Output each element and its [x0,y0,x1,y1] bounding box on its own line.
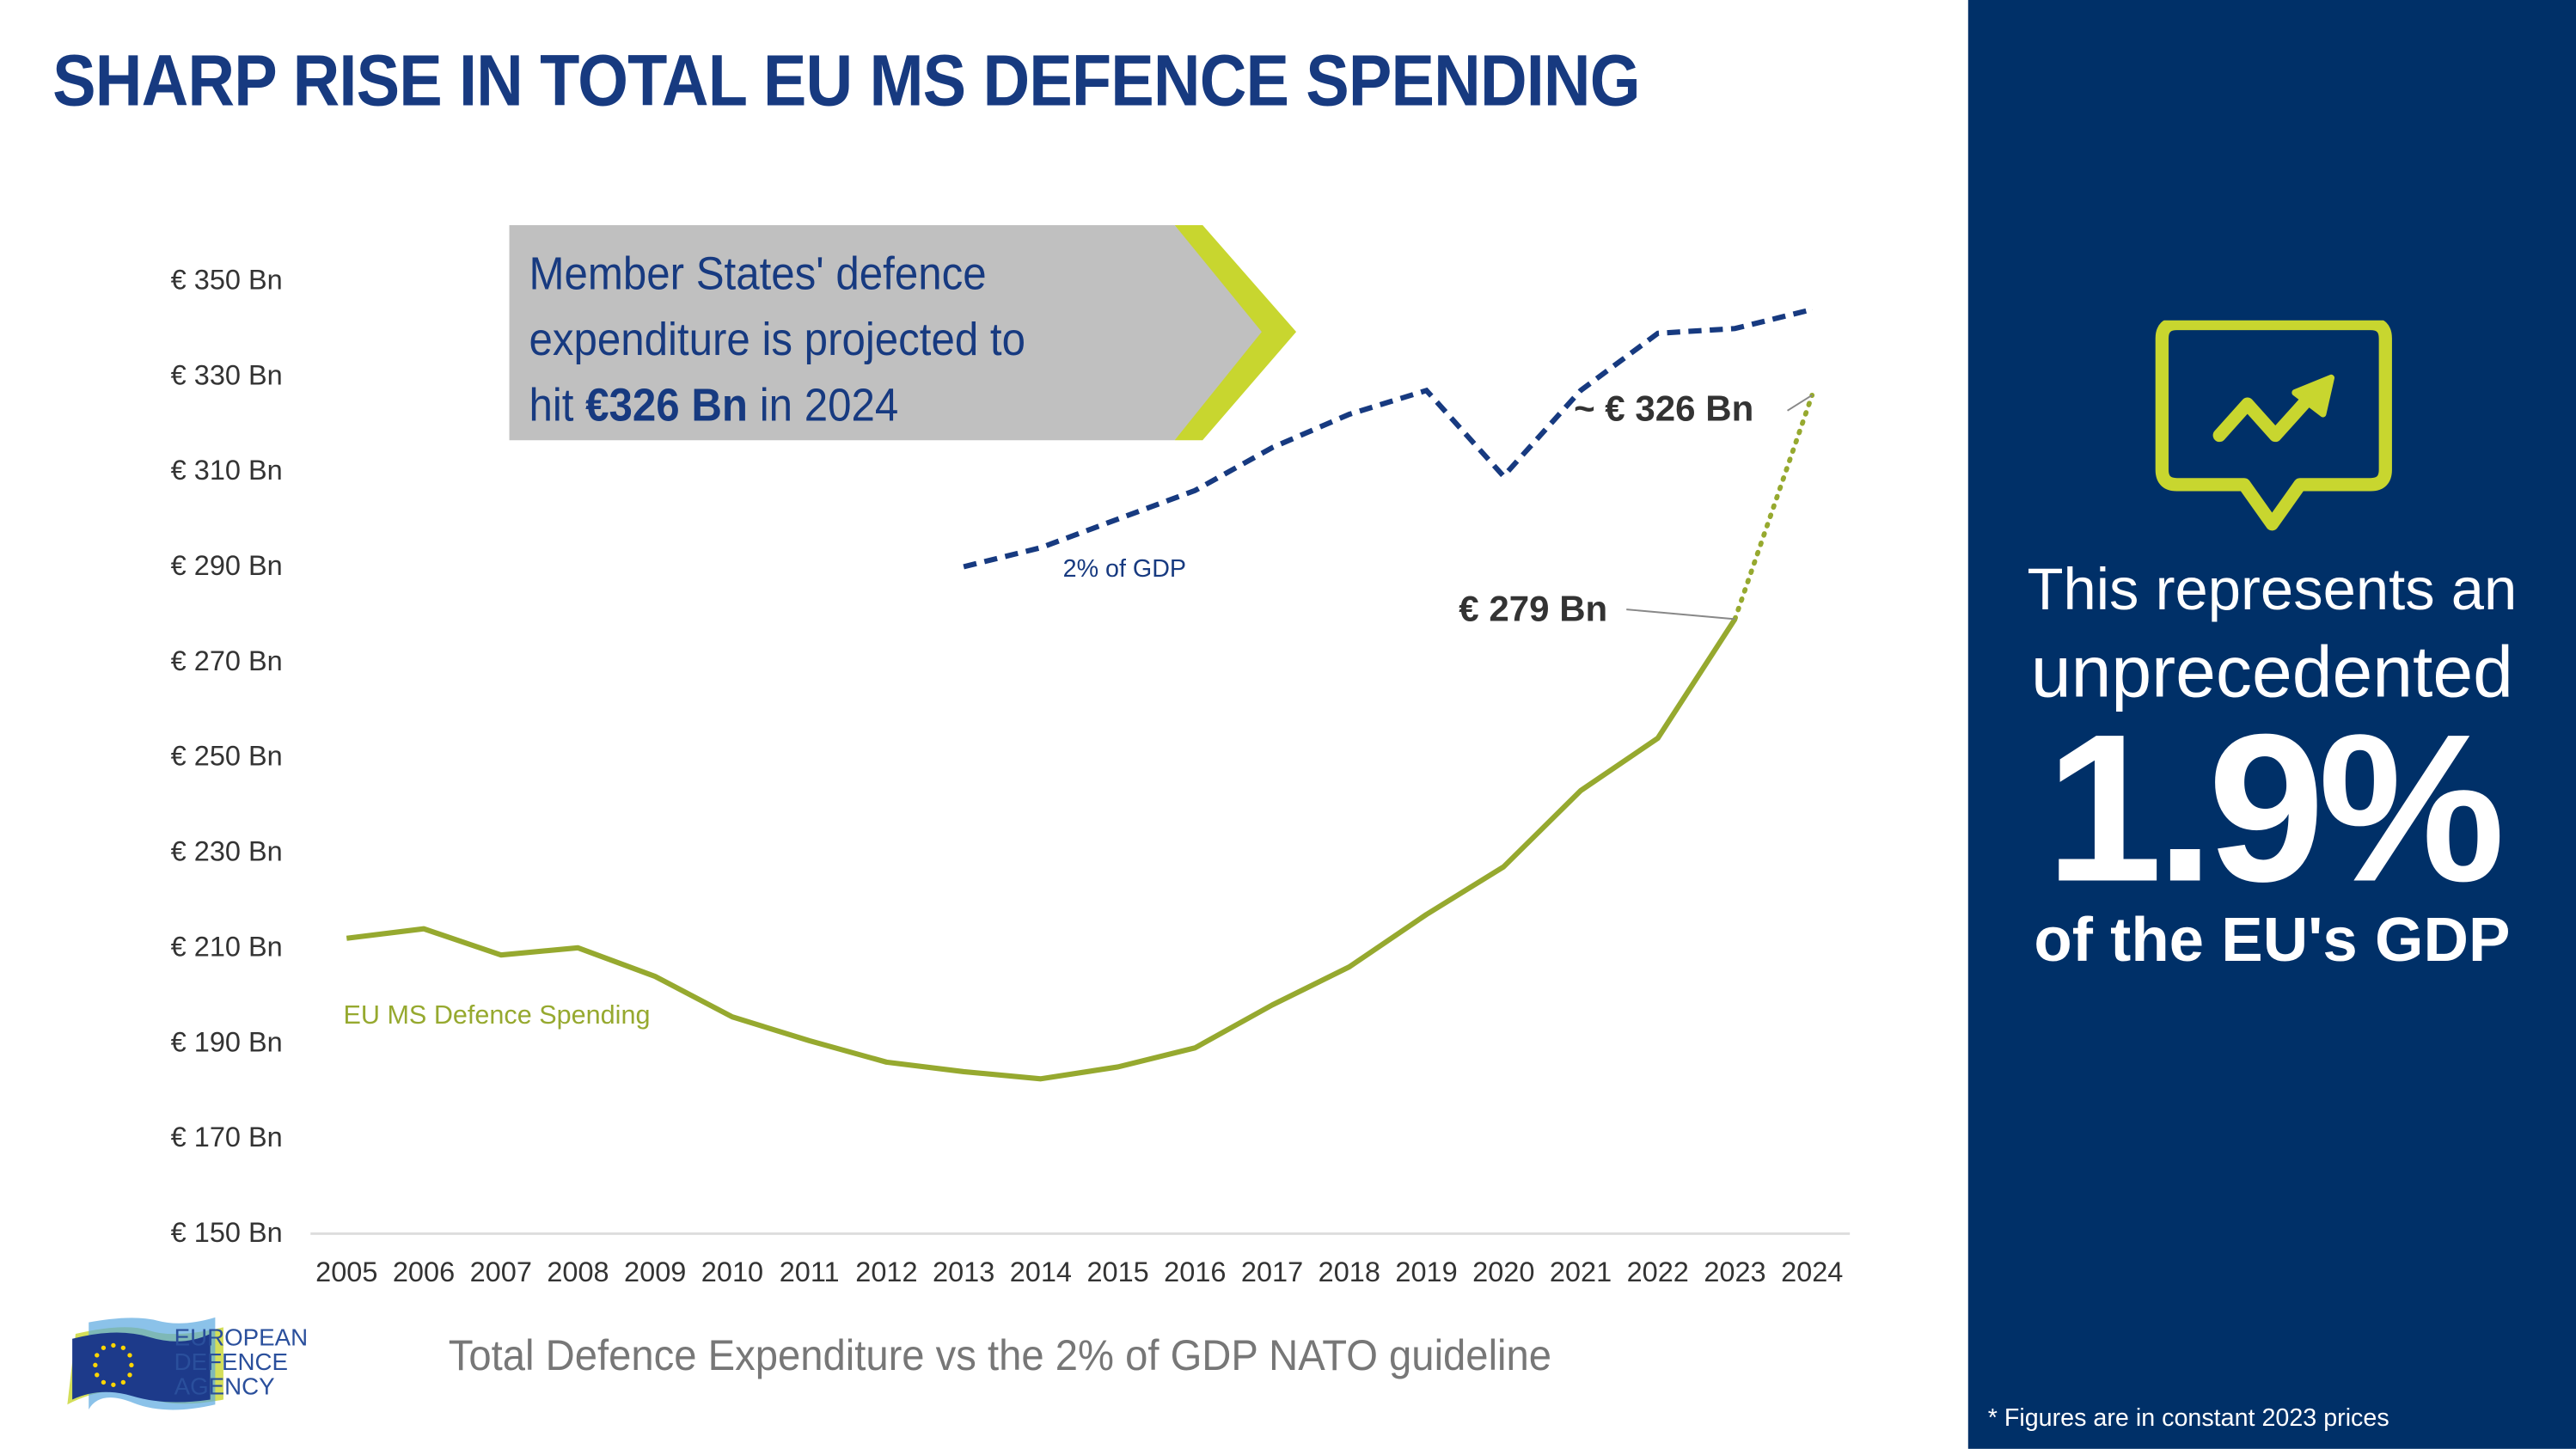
page-title: SHARP RISE IN TOTAL EU MS DEFENCE SPENDI… [52,40,1640,122]
panel-line-1: This represents an [2027,555,2518,623]
y-tick-label: € 270 Bn [170,645,283,677]
x-tick-label: 2010 [701,1256,764,1288]
chart-title: Total Defence Expenditure vs the 2% of G… [448,1330,1552,1380]
x-tick-label: 2022 [1626,1256,1689,1288]
footnote: * Figures are in constant 2023 prices [1987,1404,2389,1433]
x-tick-label: 2007 [469,1256,532,1288]
eda-logo-text: EUROPEAN DEFENCE AGENCY [174,1325,309,1402]
y-tick-label: € 250 Bn [170,741,283,773]
x-tick-label: 2024 [1781,1256,1844,1288]
eu-stars-icon [93,1342,134,1387]
x-tick-label: 2021 [1549,1256,1612,1288]
logo-line: EUROPEAN [174,1325,309,1353]
logo-line: DEFENCE [174,1350,289,1377]
x-tick-label: 2015 [1086,1256,1149,1288]
callout-line: expenditure is projected to [529,314,1025,365]
x-tick-label: 2008 [547,1256,609,1288]
series-label-spending: EU MS Defence Spending [343,1001,651,1030]
panel-big-percent: 1.9% [2045,691,2506,927]
x-tick-label: 2013 [933,1256,995,1288]
y-tick-label: € 190 Bn [170,1026,283,1058]
eda-logo-flag [67,1317,223,1410]
panel-line-2: unprecedented [2030,632,2513,713]
x-tick-label: 2011 [779,1256,840,1288]
y-tick-label: € 150 Bn [170,1217,283,1249]
y-tick-label: € 210 Bn [170,931,283,963]
x-tick-label: 2023 [1704,1256,1766,1288]
callout-line: Member States' defence [529,248,987,299]
annotation-leader-2023 [1626,608,1735,621]
y-tick-label: € 350 Bn [170,264,283,297]
y-tick-label: € 170 Bn [170,1122,283,1153]
annotation-2023: € 279 Bn [1459,588,1608,630]
x-tick-label: 2018 [1318,1256,1380,1288]
y-tick-label: € 230 Bn [170,835,283,868]
annotation-2024: ~ € 326 Bn [1574,388,1754,429]
y-tick-label: € 330 Bn [170,359,283,391]
right-panel: This represents an unprecedented 1.9% of… [1967,0,2576,1449]
logo-line: AGENCY [174,1374,275,1402]
annotation-leader-2024 [1787,394,1813,412]
x-tick-label: 2005 [315,1256,378,1288]
x-tick-label: 2012 [855,1256,918,1288]
x-tick-label: 2006 [392,1256,456,1288]
x-tick-label: 2017 [1240,1256,1304,1288]
x-tick-label: 2019 [1395,1256,1458,1288]
series-label-gdp: 2% of GDP [1062,555,1187,584]
callout-highlight: €326 Bn [585,379,749,431]
x-tick-label: 2020 [1472,1256,1535,1288]
x-tick-label: 2014 [1009,1256,1073,1288]
chart-trend-up-speech-bubble-icon [2155,320,2392,531]
callout-text-part: in 2024 [748,379,899,431]
callout-line: hit €326 Bn in 2024 [529,373,1164,438]
x-tick-label: 2016 [1164,1256,1227,1288]
y-tick-label: € 290 Bn [170,550,283,582]
callout-text-part: hit [529,379,586,431]
y-tick-label: € 310 Bn [170,455,283,486]
x-tick-label: 2009 [624,1256,687,1288]
panel-line-3: of the EU's GDP [2034,907,2511,976]
callout-text: Member States' defence expenditure is pr… [529,242,1164,438]
